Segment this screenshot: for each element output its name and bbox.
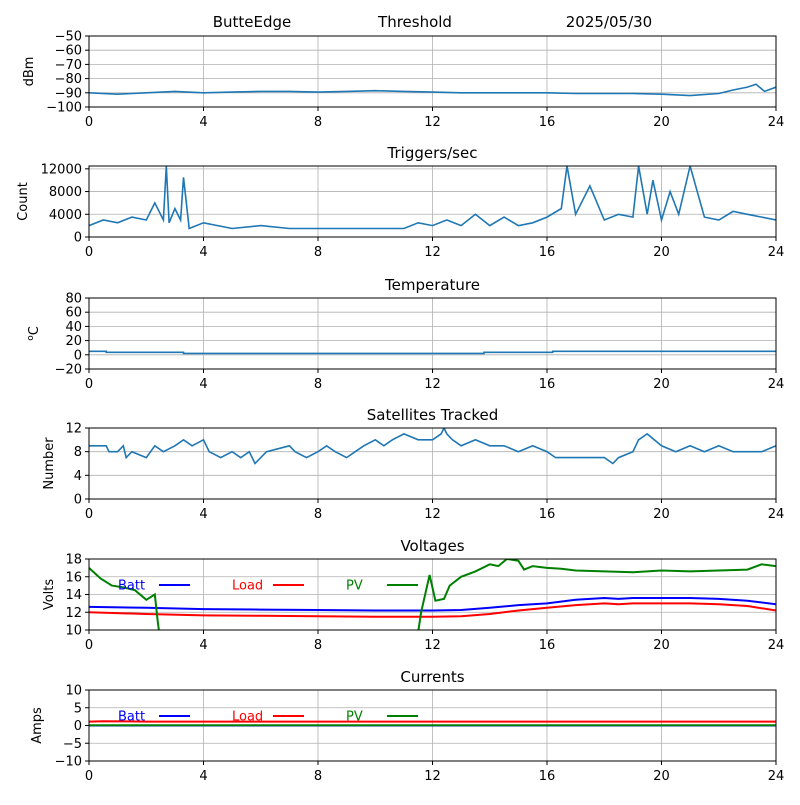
x-tick-label: 24	[768, 115, 785, 130]
y-tick-label: 40	[65, 320, 82, 335]
x-tick-label: 16	[539, 115, 556, 130]
y-tick-label: −60	[55, 44, 82, 59]
x-tick-label: 12	[424, 115, 441, 130]
y-tick-label: −80	[55, 72, 82, 87]
x-tick-label: 20	[653, 507, 670, 522]
header-mode: Threshold	[377, 13, 452, 31]
y-tick-label: 60	[65, 306, 82, 321]
y-axis-label: dBm	[22, 57, 37, 87]
x-tick-label: 0	[85, 507, 93, 522]
y-tick-label: 80	[65, 292, 82, 307]
y-tick-label: 10	[65, 684, 82, 699]
y-tick-label: 14	[65, 588, 82, 603]
x-tick-label: 8	[314, 638, 322, 653]
x-tick-label: 24	[768, 769, 785, 784]
x-tick-label: 0	[85, 115, 93, 130]
y-axis-label-unit: C	[27, 326, 42, 335]
chart-title: Currents	[400, 668, 464, 686]
x-tick-label: 12	[424, 638, 441, 653]
x-tick-label: 8	[314, 115, 322, 130]
x-tick-label: 0	[85, 245, 93, 260]
y-tick-label: 0	[74, 493, 82, 508]
chart-title: Temperature	[384, 276, 480, 294]
x-tick-label: 8	[314, 769, 322, 784]
x-tick-label: 8	[314, 377, 322, 392]
y-tick-label: 12	[65, 606, 82, 621]
x-tick-label: 12	[424, 769, 441, 784]
y-tick-label: −70	[55, 58, 82, 73]
y-tick-label: −50	[55, 30, 82, 45]
y-tick-label: 8	[74, 445, 82, 460]
x-tick-label: 16	[539, 377, 556, 392]
x-tick-label: 20	[653, 377, 670, 392]
y-tick-label: 12	[65, 422, 82, 437]
x-tick-label: 8	[314, 245, 322, 260]
y-tick-label: −100	[46, 101, 82, 116]
x-tick-label: 24	[768, 245, 785, 260]
x-tick-label: 12	[424, 245, 441, 260]
x-tick-label: 4	[199, 377, 207, 392]
y-tick-label: 18	[65, 553, 82, 568]
legend-label-batt: Batt	[118, 710, 145, 725]
x-tick-label: 4	[199, 245, 207, 260]
x-tick-label: 16	[539, 769, 556, 784]
y-tick-label: 8000	[49, 185, 82, 200]
x-tick-label: 0	[85, 377, 93, 392]
y-tick-label: 0	[74, 719, 82, 734]
header-station: ButteEdge	[213, 13, 292, 31]
y-axis-label: Count	[16, 182, 31, 221]
x-tick-label: 20	[653, 115, 670, 130]
y-tick-label: 20	[65, 334, 82, 349]
x-tick-label: 20	[653, 245, 670, 260]
legend-label-pv: PV	[346, 579, 363, 594]
x-tick-label: 16	[539, 245, 556, 260]
x-tick-label: 12	[424, 507, 441, 522]
y-tick-label: −90	[55, 86, 82, 101]
x-tick-label: 12	[424, 377, 441, 392]
y-tick-label: 4	[74, 469, 82, 484]
y-axis-label: Amps	[30, 707, 45, 744]
x-tick-label: 4	[199, 507, 207, 522]
header-date: 2025/05/30	[566, 13, 652, 31]
legend-label-load: Load	[232, 710, 263, 725]
x-tick-label: 4	[199, 638, 207, 653]
x-tick-label: 0	[85, 638, 93, 653]
y-tick-label: 16	[65, 570, 82, 585]
y-tick-label: −5	[63, 737, 82, 752]
x-tick-label: 20	[653, 769, 670, 784]
x-tick-label: 24	[768, 377, 785, 392]
y-tick-label: 10	[65, 624, 82, 639]
x-tick-label: 16	[539, 638, 556, 653]
y-tick-label: −20	[55, 363, 82, 378]
chart-title: Voltages	[400, 537, 464, 555]
x-tick-label: 4	[199, 769, 207, 784]
y-tick-label: 12000	[41, 162, 82, 177]
y-tick-label: 5	[74, 701, 82, 716]
x-tick-label: 0	[85, 769, 93, 784]
y-tick-label: 4000	[49, 208, 82, 223]
y-axis-label: Number	[42, 437, 57, 490]
x-tick-label: 16	[539, 507, 556, 522]
x-tick-label: 24	[768, 507, 785, 522]
legend-label-pv: PV	[346, 710, 363, 725]
chart-title: Triggers/sec	[387, 144, 478, 162]
legend-label-load: Load	[232, 579, 263, 594]
y-tick-label: 0	[74, 348, 82, 363]
x-tick-label: 4	[199, 115, 207, 130]
x-tick-label: 20	[653, 638, 670, 653]
y-tick-label: −10	[55, 755, 82, 770]
chart-title: Satellites Tracked	[367, 406, 498, 424]
y-tick-label: 0	[74, 231, 82, 246]
y-axis-label: Volts	[42, 579, 57, 611]
x-tick-label: 24	[768, 638, 785, 653]
x-tick-label: 8	[314, 507, 322, 522]
legend-label-batt: Batt	[118, 579, 145, 594]
